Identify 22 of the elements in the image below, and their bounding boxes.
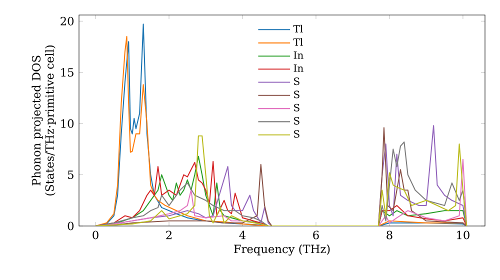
legend-label: S xyxy=(294,104,300,112)
y-axis-title: Phonon projected DOS (States/THz·primitive cell) xyxy=(32,46,56,196)
legend-label: S xyxy=(294,130,300,138)
y-tick-label: 20 xyxy=(60,16,74,26)
legend-label: In xyxy=(294,52,304,59)
legend-label: S xyxy=(294,78,300,86)
y-tick-label: 0 xyxy=(68,222,74,230)
x-tick-label: 6 xyxy=(313,230,319,240)
x-tick-label: 4 xyxy=(239,230,246,240)
legend-label: S xyxy=(294,116,300,125)
x-tick-label: 8 xyxy=(386,230,392,240)
legend-label: Tl xyxy=(293,24,303,32)
legend-label: Tl xyxy=(293,38,303,46)
legend-label: S xyxy=(294,90,300,98)
x-axis-title: Frequency (THz) xyxy=(234,244,330,256)
y-tick-label: 15 xyxy=(61,68,74,77)
legend-label: In xyxy=(294,64,304,72)
x-tick-label: 10 xyxy=(457,230,470,240)
x-tick-label: 2 xyxy=(166,230,172,240)
x-tick-label: 0 xyxy=(92,230,98,240)
y-tick-label: 10 xyxy=(61,119,74,128)
y-tick-label: 5 xyxy=(68,170,74,180)
